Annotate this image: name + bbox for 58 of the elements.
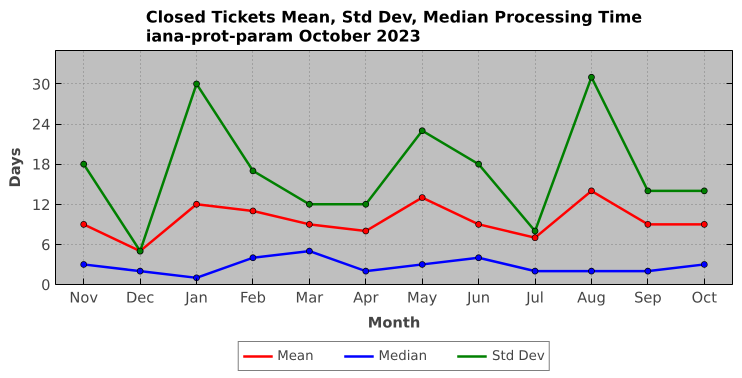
point bbox=[362, 228, 370, 234]
point bbox=[644, 268, 652, 274]
point bbox=[475, 220, 482, 228]
x-tick-label: Aug bbox=[577, 290, 606, 306]
point bbox=[306, 200, 313, 208]
point bbox=[644, 220, 652, 228]
point bbox=[700, 261, 708, 268]
point bbox=[418, 261, 426, 268]
y-tick-label: 24 bbox=[32, 116, 51, 134]
point bbox=[362, 268, 370, 274]
point bbox=[700, 188, 708, 194]
point bbox=[80, 220, 88, 228]
point bbox=[362, 200, 370, 208]
legend-label: Std Dev bbox=[492, 348, 545, 364]
point bbox=[588, 268, 595, 274]
point bbox=[418, 194, 426, 201]
x-tick-label: Mar bbox=[296, 290, 324, 306]
y-axis-title: Days bbox=[6, 147, 24, 188]
legend-label: Mean bbox=[277, 348, 314, 364]
point bbox=[306, 248, 313, 254]
x-tick-label: May bbox=[407, 290, 438, 306]
point bbox=[532, 268, 538, 274]
x-tick-label: Feb bbox=[240, 290, 266, 306]
point bbox=[532, 228, 538, 234]
point bbox=[588, 188, 595, 194]
point bbox=[193, 80, 200, 88]
point bbox=[475, 160, 482, 168]
x-tick-label: Sep bbox=[634, 290, 662, 306]
y-tick-label: 0 bbox=[41, 277, 51, 294]
y-tick-label: 6 bbox=[41, 236, 51, 254]
point bbox=[80, 261, 88, 268]
point bbox=[250, 254, 256, 262]
x-tick-label: Jun bbox=[466, 290, 490, 306]
point bbox=[250, 208, 256, 214]
point bbox=[193, 274, 200, 282]
point bbox=[250, 168, 256, 174]
y-tick-label: 18 bbox=[32, 156, 51, 174]
x-tick-label: Jan bbox=[184, 290, 208, 306]
x-tick-label: Dec bbox=[126, 290, 154, 306]
point bbox=[80, 160, 88, 168]
point bbox=[418, 127, 426, 134]
point bbox=[700, 220, 708, 228]
point bbox=[532, 234, 538, 242]
point bbox=[306, 220, 313, 228]
point bbox=[475, 254, 482, 262]
chart-title: Closed Tickets Mean, Std Dev, Median Processing Time iana-prot-param October 2023 bbox=[146, 8, 642, 46]
x-tick-label: Oct bbox=[692, 290, 718, 306]
point bbox=[644, 188, 652, 194]
x-axis-title: Month bbox=[368, 314, 420, 332]
y-tick-label: 12 bbox=[32, 196, 51, 214]
point bbox=[193, 200, 200, 208]
x-tick-label: Apr bbox=[353, 290, 380, 306]
x-tick-label: Nov bbox=[69, 290, 98, 306]
point bbox=[136, 268, 144, 274]
y-tick-label: 30 bbox=[32, 76, 51, 94]
x-tick-label: Jul bbox=[525, 290, 544, 306]
legend-label: Median bbox=[378, 348, 428, 364]
point bbox=[588, 74, 595, 81]
